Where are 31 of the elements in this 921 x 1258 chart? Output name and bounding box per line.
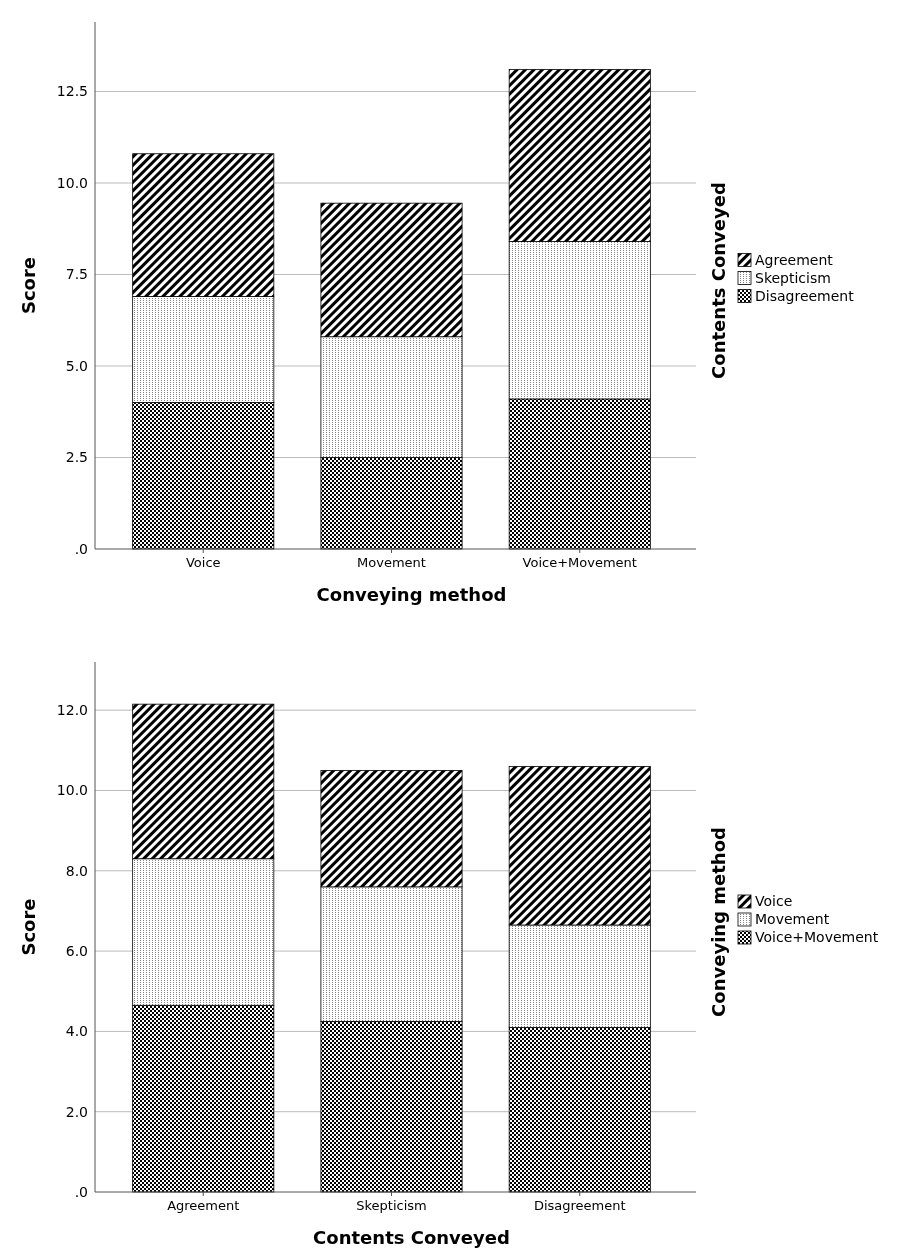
legend-label: Skepticism (755, 269, 831, 286)
y-tick-label: 2.5 (65, 449, 88, 466)
y-tick-label: 10.0 (56, 782, 88, 799)
x-axis-title: Conveying method (316, 584, 507, 605)
y-tick-label: 10.0 (56, 174, 88, 191)
y-tick-label: .0 (74, 1183, 88, 1200)
legend-label: Voice (755, 893, 793, 909)
x-tick-label: Voice (185, 555, 221, 570)
y-tick-label: 12.5 (56, 83, 88, 100)
y-tick-label: 8.0 (65, 862, 88, 879)
legend-label: Movement (755, 911, 830, 927)
legend-title: Conveying method (708, 827, 729, 1017)
y-tick-label: .0 (74, 540, 88, 557)
y-tick-label: 12.0 (56, 702, 88, 719)
x-tick-label: Disagreement (533, 1198, 626, 1213)
legend-label: Disagreement (755, 287, 855, 304)
x-tick-label: Skepticism (356, 1198, 427, 1213)
legend-title: Contents Conveyed (708, 182, 729, 379)
y-tick-label: 7.5 (65, 266, 88, 283)
y-tick-label: 2.0 (65, 1103, 88, 1120)
legend-label: Agreement (755, 251, 834, 268)
x-tick-label: Agreement (167, 1198, 240, 1213)
x-axis-title: Contents Conveyed (313, 1227, 510, 1248)
y-tick-label: 6.0 (65, 942, 88, 959)
y-tick-label: 5.0 (65, 357, 88, 374)
y-tick-label: 4.0 (65, 1023, 88, 1040)
legend-label: Voice+Movement (755, 929, 879, 945)
x-tick-label: Movement (357, 555, 426, 570)
y-axis-title: Score (18, 256, 39, 315)
y-axis-title: Score (18, 898, 39, 956)
x-tick-label: Voice+Movement (522, 555, 637, 570)
